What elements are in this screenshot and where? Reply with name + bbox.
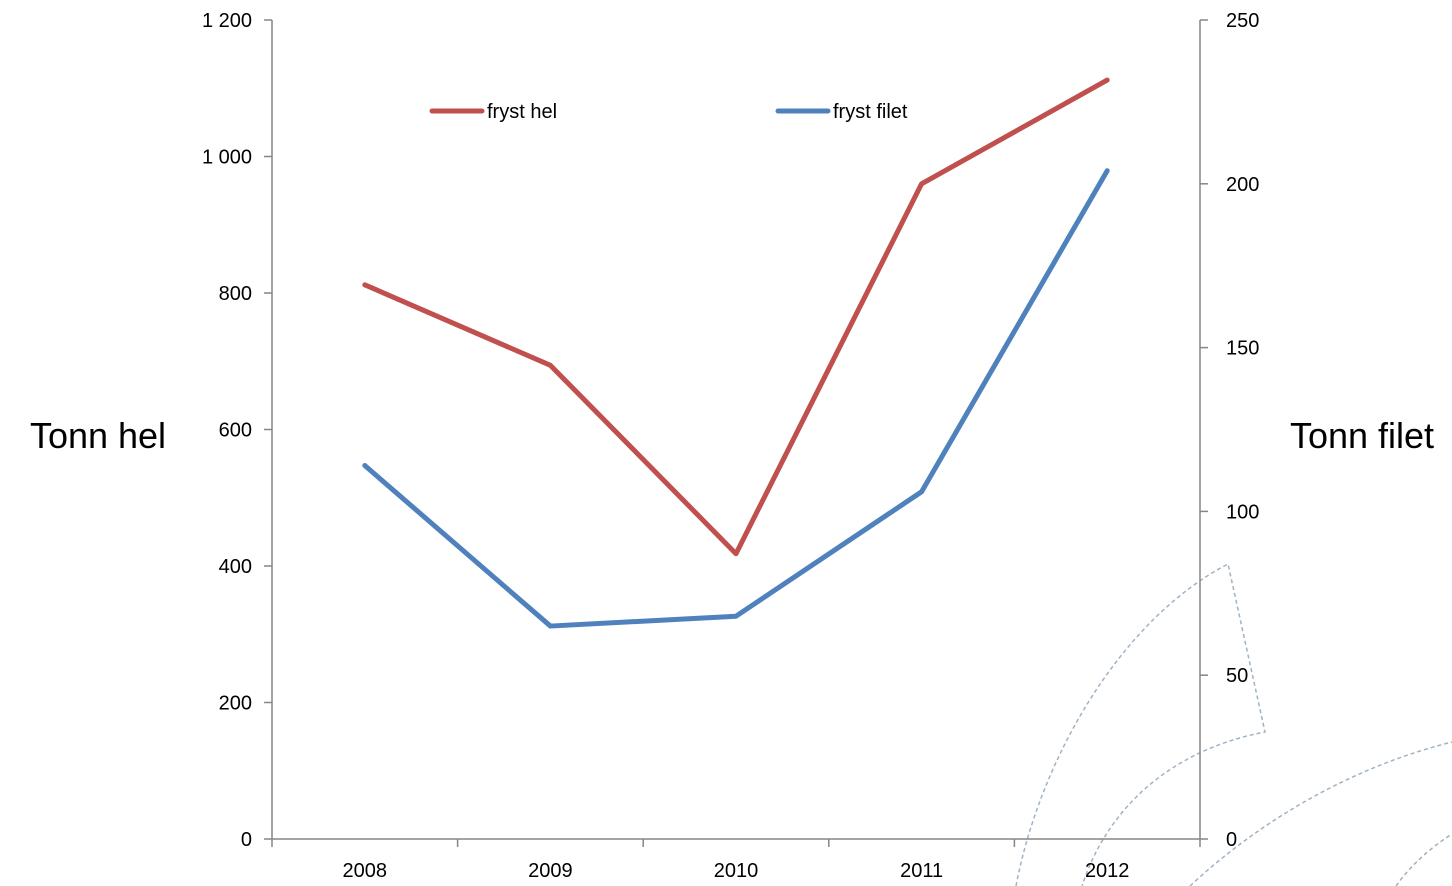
series-lines (362, 77, 1110, 629)
left-axis-ticks: 0 200 400 600 800 1 000 1 200 (202, 10, 272, 851)
axes (271, 20, 1201, 840)
legend-label-fryst-filet: fryst filet (833, 101, 908, 123)
series-line-1 (362, 168, 1110, 629)
decorative-arc-1 (1015, 562, 1266, 886)
left-axis-tick-label: 200 (219, 693, 252, 715)
legend-label-fryst-hel: fryst hel (487, 101, 557, 123)
decorative-background-arcs (1015, 562, 1452, 886)
x-axis-tick-label: 2011 (900, 860, 943, 882)
right-axis-tick-label: 250 (1226, 10, 1259, 32)
x-axis-tick-label: 2010 (714, 860, 759, 882)
right-axis-title: Tonn filet (1290, 415, 1434, 456)
right-axis-tick-label: 100 (1226, 501, 1259, 523)
right-axis-tick-label: 200 (1226, 174, 1259, 196)
left-axis-tick-label: 400 (219, 556, 252, 578)
left-axis-tick-label: 1 200 (202, 10, 252, 32)
right-axis-tick-label: 0 (1226, 829, 1237, 851)
decorative-arc-2 (1189, 741, 1452, 886)
x-axis-tick-label: 2012 (1085, 860, 1130, 882)
right-axis-tick-label: 50 (1226, 665, 1248, 687)
x-axis-ticks: 2008 2009 2010 2011 2012 (271, 839, 1201, 882)
legend: fryst hel fryst filet (429, 101, 908, 123)
decorative-arc-3 (1395, 833, 1452, 886)
right-axis-tick-label: 150 (1226, 338, 1259, 360)
left-axis-tick-label: 600 (219, 420, 252, 442)
x-axis-tick-label: 2008 (343, 860, 388, 882)
right-axis-ticks: 0 50 100 150 200 250 (1200, 10, 1259, 851)
left-axis-tick-label: 1 000 (202, 147, 252, 169)
left-axis-tick-label: 800 (219, 283, 252, 305)
left-axis-title: Tonn hel (30, 415, 166, 456)
left-axis-tick-label: 0 (241, 829, 252, 851)
x-axis-tick-label: 2009 (528, 860, 573, 882)
series-line-0 (362, 77, 1110, 557)
